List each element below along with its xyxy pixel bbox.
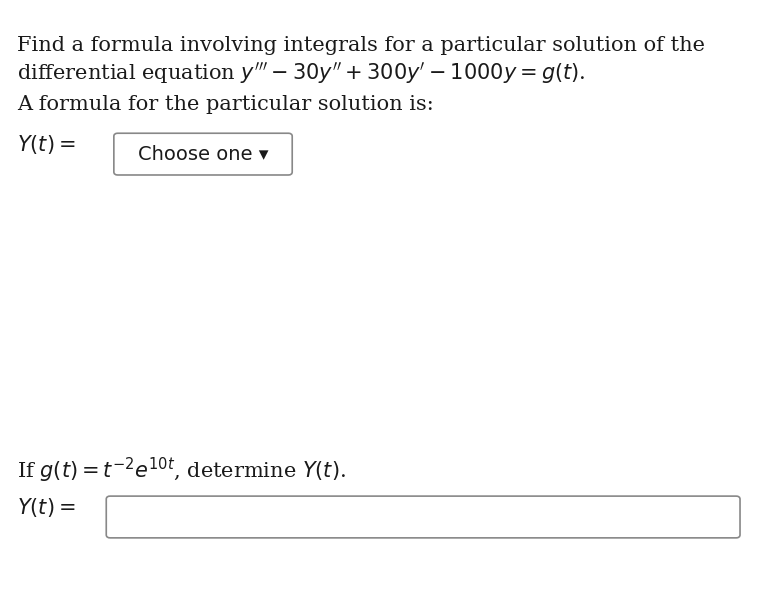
Text: A formula for the particular solution is:: A formula for the particular solution is… <box>17 95 433 114</box>
FancyBboxPatch shape <box>106 496 740 538</box>
Text: Choose one ▾: Choose one ▾ <box>138 145 268 163</box>
Text: $Y(t) = $: $Y(t) = $ <box>17 496 75 519</box>
Text: $Y(t) = $: $Y(t) = $ <box>17 133 75 156</box>
Text: Find a formula involving integrals for a particular solution of the: Find a formula involving integrals for a… <box>17 36 704 55</box>
Text: If $g(t) = t^{-2}e^{10t}$, determine $Y(t)$.: If $g(t) = t^{-2}e^{10t}$, determine $Y(… <box>17 456 345 485</box>
Text: differential equation $y^{\prime\prime\prime} - 30y^{\prime\prime} + 300y^{\prim: differential equation $y^{\prime\prime\p… <box>17 60 585 86</box>
FancyBboxPatch shape <box>114 133 292 175</box>
